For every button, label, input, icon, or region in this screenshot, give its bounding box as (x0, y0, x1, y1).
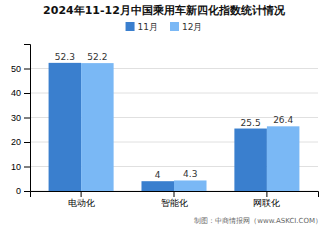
data-label: 4 (155, 170, 161, 180)
y-tick: 50 (11, 64, 30, 74)
y-tick-label: 50 (11, 64, 21, 74)
legend-swatch (170, 22, 179, 31)
y-tick-label: 40 (11, 88, 21, 98)
x-tick: 电动化 (68, 191, 95, 208)
legend-item: 11月 (126, 22, 158, 32)
y-tick: 30 (11, 113, 30, 123)
x-tick-label: 电动化 (68, 198, 95, 208)
legend-label: 12月 (182, 22, 202, 32)
bar (174, 180, 207, 191)
y-tick-mark (24, 118, 30, 119)
bar (267, 126, 300, 191)
y-tick: 0 (16, 186, 30, 196)
bars (49, 63, 300, 191)
chart: 2024年11-12月中国乘用车新四化指数统计情况 0 10 20 30 40 50 电动化 智… (0, 0, 328, 227)
bar (81, 63, 114, 191)
legend-label: 11月 (138, 22, 158, 32)
data-label: 52.3 (55, 52, 75, 62)
x-tick: 网联化 (253, 191, 280, 208)
x-tick: 智能化 (161, 191, 188, 208)
y-tick-label: 30 (11, 113, 21, 123)
y-tick: 20 (11, 137, 30, 147)
legend: 11月 12月 (126, 22, 203, 32)
y-axis: 0 10 20 30 40 50 (11, 45, 31, 197)
y-tick-mark (24, 69, 30, 70)
legend-swatch (126, 22, 135, 31)
y-tick: 40 (11, 88, 30, 98)
data-label: 52.2 (87, 52, 107, 62)
y-axis-line (24, 45, 31, 192)
y-tick-label: 20 (11, 137, 21, 147)
x-axis: 电动化 智能化 网联化 (31, 191, 319, 208)
y-tick-mark (24, 191, 30, 192)
y-tick-mark (24, 167, 30, 168)
title: 2024年11-12月中国乘用车新四化指数统计情况 (43, 4, 286, 17)
bar (49, 63, 82, 191)
footnote: 制图：中商情报网（www.ASKCI.COM） (194, 217, 322, 225)
x-tick-mark (174, 191, 175, 197)
data-label: 25.5 (241, 118, 261, 128)
x-tick-label: 网联化 (253, 198, 280, 208)
legend-item: 12月 (170, 22, 202, 32)
plot: 0 10 20 30 40 50 电动化 智能化 网联化 52.3 4 25.5 52.2 4.3 26.4 (11, 45, 319, 209)
y-tick: 10 (11, 162, 30, 172)
y-tick-label: 10 (11, 162, 21, 172)
y-tick-label: 0 (16, 186, 21, 196)
data-labels: 52.3 4 25.5 52.2 4.3 26.4 (55, 52, 294, 180)
bar (234, 129, 267, 191)
x-tick-label: 智能化 (161, 198, 188, 208)
x-tick-mark (266, 191, 267, 197)
y-tick-mark (24, 142, 30, 143)
x-axis-line (31, 192, 319, 198)
bar (141, 181, 174, 191)
y-tick-mark (24, 93, 30, 94)
x-tick-mark (81, 191, 82, 197)
data-label: 4.3 (183, 169, 197, 179)
data-label: 26.4 (273, 115, 293, 125)
